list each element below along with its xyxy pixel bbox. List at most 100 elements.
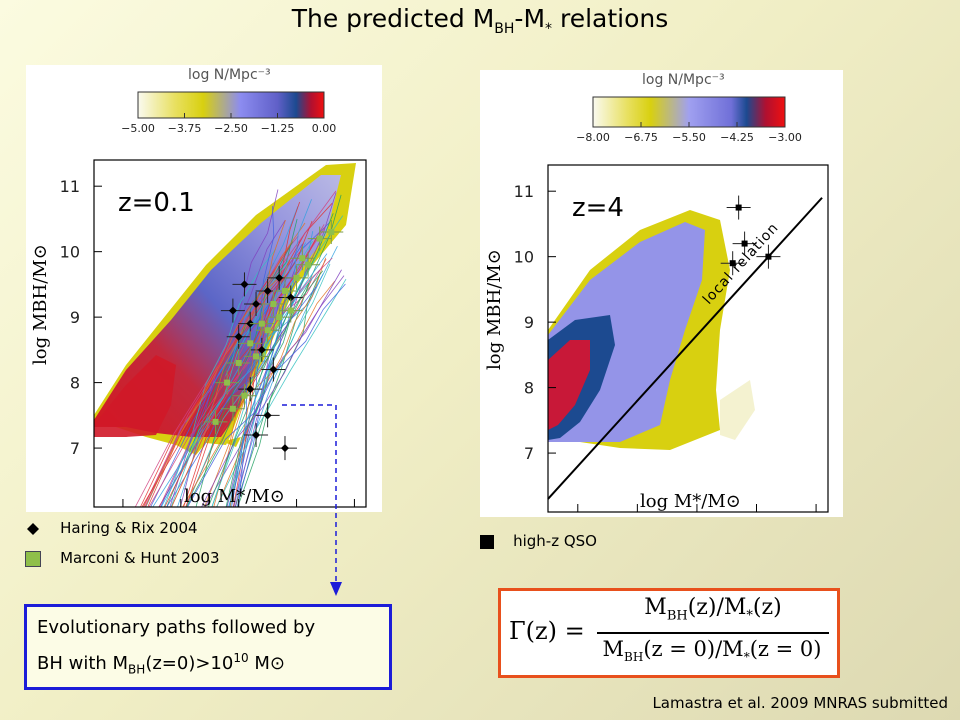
haring-point [252, 430, 261, 439]
evolutionary-path [204, 276, 299, 507]
data-point [735, 204, 742, 211]
haring-point [275, 273, 284, 282]
data-point [287, 307, 294, 314]
fraction-bar [597, 632, 829, 634]
density-map [548, 210, 755, 450]
x-axis-label: log M*/M⊙ [184, 486, 285, 507]
plot-frame [93, 159, 367, 508]
legend-label: high-z QSO [513, 532, 597, 550]
colorbar-tick-label: −5.50 [672, 131, 706, 144]
y-tick-label: 10 [60, 243, 80, 262]
data-point [765, 253, 772, 260]
colorbar-tick-label: −8.00 [576, 131, 610, 144]
colorbar-tick-label: −3.75 [168, 122, 202, 135]
diamond-icon [27, 522, 39, 535]
evolutionary-path [171, 222, 306, 507]
page-title: The predicted MBH-M* relations [291, 4, 669, 37]
data-point [253, 353, 260, 360]
data-point [299, 255, 306, 262]
evolutionary-path [145, 278, 279, 507]
evolution-note-line1: Evolutionary paths followed by [37, 617, 316, 638]
y-tick-label: 9 [524, 313, 534, 332]
square-icon [25, 550, 41, 567]
colorbar-title: log N/Mpc⁻³ [188, 67, 271, 83]
evolutionary-path [211, 263, 331, 507]
evolutionary-path [216, 278, 347, 507]
y-tick-label: 11 [60, 177, 80, 196]
y-axis-label: log MBH/M⊙ [484, 249, 505, 370]
y-tick-label: 7 [70, 439, 80, 458]
formula-numerator: MBH(z)/M*(z) [644, 595, 782, 624]
colorbar-tick-label: −5.00 [121, 122, 155, 135]
colorbar-title: log N/Mpc⁻³ [642, 72, 725, 88]
evolutionary-path [140, 243, 292, 507]
y-tick-label: 11 [514, 182, 534, 201]
evolutionary-path [160, 243, 304, 507]
data-point [293, 274, 300, 281]
haring-point [263, 411, 272, 420]
citation: Lamastra et al. 2009 MNRAS submitted [652, 694, 948, 712]
data-point [224, 379, 231, 386]
data-point [270, 301, 277, 308]
local-relation-line [547, 197, 823, 500]
haring-point [280, 444, 289, 453]
data-point [316, 235, 323, 242]
haring-point [263, 286, 272, 295]
y-tick-label: 8 [70, 374, 80, 393]
colorbar-tick-label: −3.00 [768, 131, 802, 144]
legend-label: Haring & Rix 2004 [60, 519, 198, 537]
data-point [247, 340, 254, 347]
evolutionary-path [204, 269, 342, 507]
evolutionary-path [195, 218, 298, 507]
evolutionary-path [166, 286, 317, 507]
data-point [328, 229, 335, 236]
haring-point [257, 345, 266, 354]
evolutionary-path [207, 213, 334, 507]
evolution-note-line2: BH with MBH(z=0)>1010 M⊙ [37, 651, 285, 677]
qso-points [720, 195, 781, 276]
evolutionary-path [179, 189, 279, 507]
data-point [212, 418, 219, 425]
data-point [729, 260, 736, 267]
data-point [258, 320, 265, 327]
y-tick-label: 8 [524, 379, 534, 398]
legend-label: Marconi & Hunt 2003 [60, 549, 220, 567]
colorbar-tick-label: −6.75 [624, 131, 658, 144]
data-point [264, 327, 271, 334]
evolutionary-path [226, 264, 311, 507]
haring-point [252, 300, 261, 309]
colorbar-tick-label: −1.25 [261, 122, 295, 135]
colorbar-tick-label: −2.50 [214, 122, 248, 135]
haring-point [234, 332, 243, 341]
y-tick-label: 9 [70, 308, 80, 327]
gamma-formula-box: Γ(z) = MBH(z)/M*(z) MBH(z = 0)/M*(z = 0) [498, 588, 840, 678]
chart-panel-z4: log N/Mpc⁻³ −8.00 −6.75 −5.50 −4.25 −3.00 9 1… [480, 70, 843, 552]
chart-panel-z01: log N/Mpc⁻³ −5.00 −3.75 −2.50 −1.25 0.00 9 10… [26, 65, 382, 547]
haring-point [269, 365, 278, 374]
chart-z01: log N/Mpc⁻³ −5.00 −3.75 −2.50 −1.25 0.00 9 10… [30, 67, 367, 547]
haring-point [228, 306, 237, 315]
data-point [241, 392, 248, 399]
colorbar-tick-label: −4.25 [720, 131, 754, 144]
x-axis-label: log M*/M⊙ [640, 491, 741, 512]
data-point [229, 405, 236, 412]
formula-denominator: MBH(z = 0)/M*(z = 0) [602, 637, 822, 665]
data-point [305, 261, 312, 268]
data-point [235, 359, 242, 366]
redshift-label: z=0.1 [118, 188, 195, 218]
legend-qso: high-z QSO [480, 531, 597, 550]
y-tick-label: 10 [514, 248, 534, 267]
evolutionary-path [164, 235, 319, 507]
haring-point [286, 293, 295, 302]
data-point [281, 287, 288, 294]
square-icon [480, 534, 494, 549]
formula-lhs: Γ(z) = [509, 617, 585, 645]
evolutionary-path [186, 215, 344, 507]
evolutionary-path [186, 270, 324, 507]
colorbar-tick-label: 0.00 [312, 122, 337, 135]
evolutionary-path [211, 240, 313, 507]
legend-marconi: Marconi & Hunt 2003 [25, 548, 220, 567]
y-tick-label: 7 [524, 444, 534, 463]
haring-point [246, 385, 255, 394]
